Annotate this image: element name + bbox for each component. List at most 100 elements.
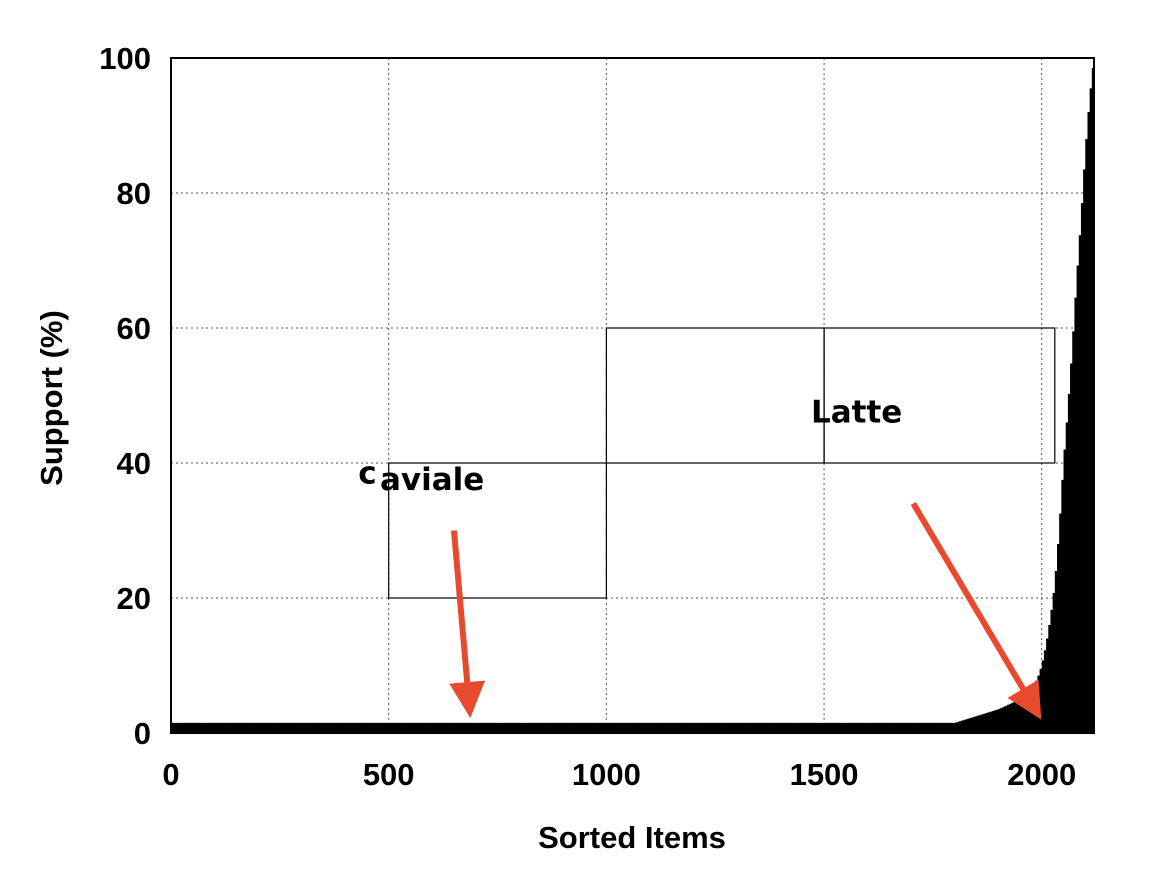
bar xyxy=(773,722,777,733)
bar xyxy=(741,722,745,733)
bar xyxy=(843,722,847,733)
bar xyxy=(575,722,579,733)
bar xyxy=(586,722,590,733)
bar xyxy=(349,722,353,733)
bar xyxy=(264,722,268,733)
bar xyxy=(863,722,867,733)
bar xyxy=(954,722,958,733)
bar xyxy=(695,722,699,733)
bar xyxy=(347,722,351,733)
bar xyxy=(911,722,914,733)
bar xyxy=(693,722,697,733)
bar xyxy=(197,722,200,733)
bar xyxy=(408,722,412,733)
bar xyxy=(399,722,403,733)
bar xyxy=(1067,393,1071,733)
bar xyxy=(856,722,860,733)
bar xyxy=(453,722,457,733)
bar xyxy=(824,722,827,733)
bar xyxy=(828,722,832,733)
annotation-arrow xyxy=(910,501,1042,720)
bar xyxy=(436,722,440,733)
y-ticks: 0 20 40 60 80 100 xyxy=(99,41,151,751)
bars xyxy=(171,68,1095,733)
bar xyxy=(961,720,964,733)
bar xyxy=(804,722,808,733)
bar xyxy=(865,722,869,733)
y-tick-label: 100 xyxy=(99,41,151,76)
bar xyxy=(754,722,758,733)
bar xyxy=(989,711,993,733)
bar xyxy=(591,722,594,733)
bar xyxy=(316,722,320,733)
bar xyxy=(290,722,294,733)
bar xyxy=(279,722,283,733)
bar xyxy=(1050,609,1054,733)
bar xyxy=(473,722,477,733)
bar xyxy=(699,722,703,733)
bar xyxy=(939,722,943,733)
bar xyxy=(401,722,405,733)
bar xyxy=(491,722,494,733)
bar xyxy=(310,722,314,733)
bar xyxy=(959,721,962,733)
bar xyxy=(245,722,248,733)
bar xyxy=(599,722,603,733)
bar xyxy=(499,722,503,733)
bar xyxy=(815,722,819,733)
bar xyxy=(998,708,1001,733)
annotation-label: aviale xyxy=(380,462,484,498)
bar xyxy=(756,722,760,733)
x-tick-label: 1500 xyxy=(790,757,859,792)
bar xyxy=(1054,571,1058,733)
bar xyxy=(639,722,642,733)
bar xyxy=(906,722,910,733)
bar xyxy=(617,722,621,733)
bar xyxy=(445,722,449,733)
bar xyxy=(787,722,790,733)
bar xyxy=(495,722,499,733)
bar xyxy=(295,722,298,733)
bar xyxy=(225,722,229,733)
bar xyxy=(251,722,255,733)
bar xyxy=(1087,112,1091,733)
bar xyxy=(397,722,401,733)
bar xyxy=(878,722,882,733)
bar xyxy=(236,722,240,733)
bar xyxy=(1065,422,1069,733)
bar xyxy=(869,722,873,733)
bar xyxy=(247,722,250,733)
bar xyxy=(338,722,342,733)
bar xyxy=(362,722,366,733)
bar xyxy=(922,722,925,733)
bar xyxy=(891,722,895,733)
bar xyxy=(458,722,462,733)
bar xyxy=(199,722,203,733)
bar xyxy=(260,722,264,733)
bar xyxy=(1048,625,1052,733)
bar xyxy=(606,722,610,733)
bar xyxy=(469,722,473,733)
bar xyxy=(898,722,901,733)
bar xyxy=(686,722,690,733)
annotation-boxes xyxy=(388,327,1056,599)
bar xyxy=(430,722,433,733)
bar xyxy=(1004,705,1008,733)
bar xyxy=(471,722,475,733)
bar xyxy=(268,722,272,733)
x-tick-label: 0 xyxy=(162,757,179,792)
bar xyxy=(845,722,849,733)
bar xyxy=(935,722,938,733)
bar xyxy=(406,722,409,733)
bar xyxy=(356,722,359,733)
bar xyxy=(950,722,954,733)
bar xyxy=(517,722,520,733)
bar xyxy=(578,722,581,733)
bar xyxy=(360,722,364,733)
bar xyxy=(410,722,414,733)
bar xyxy=(314,722,318,733)
bar xyxy=(188,722,192,733)
bar xyxy=(926,722,930,733)
bar xyxy=(682,722,686,733)
bar xyxy=(181,722,185,733)
